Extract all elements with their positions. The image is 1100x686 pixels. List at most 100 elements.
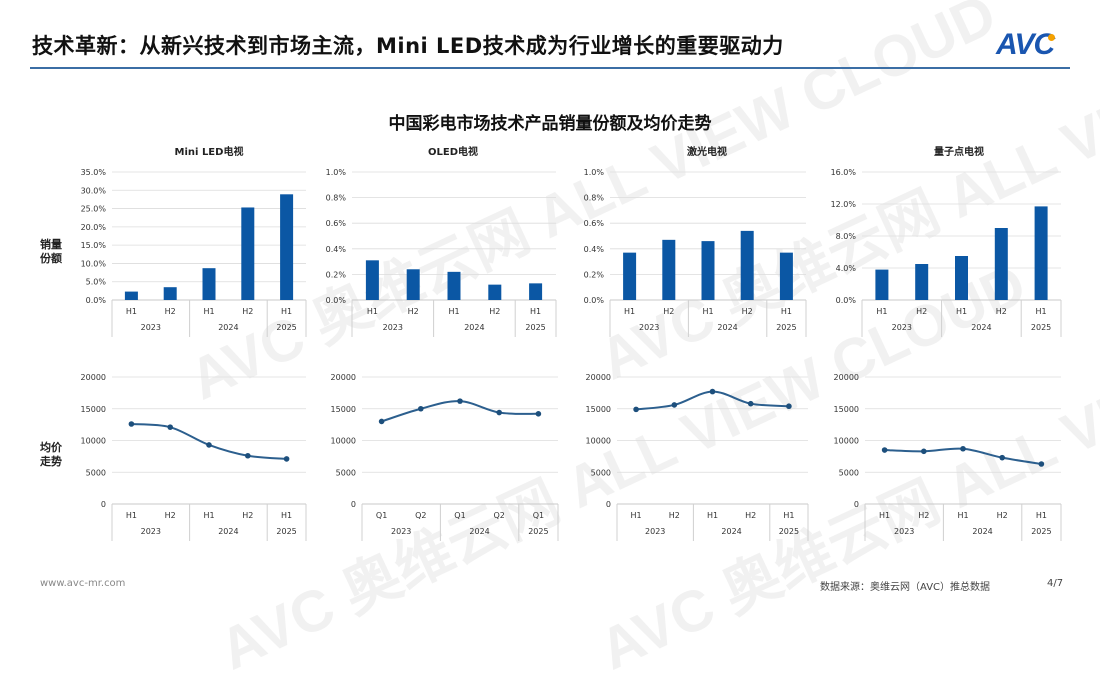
- bar: [365, 260, 379, 300]
- x-tick-label: Q1: [454, 511, 465, 520]
- y-tick-label: 0.0%: [836, 296, 857, 305]
- data-point: [633, 406, 639, 413]
- x-group-label: 2023: [892, 323, 912, 332]
- x-tick-label: H2: [918, 511, 929, 520]
- y-tick-label: 5000: [839, 468, 859, 477]
- data-point: [457, 398, 463, 404]
- y-tick-label: 10000: [81, 437, 106, 446]
- x-group-label: 2024: [218, 527, 238, 536]
- x-tick-label: H1: [956, 307, 967, 316]
- data-point: [747, 400, 754, 407]
- data-point: [496, 409, 503, 416]
- data-point: [206, 442, 212, 448]
- x-group-label: 2023: [894, 527, 914, 536]
- data-point: [1038, 461, 1045, 467]
- data-point: [418, 405, 424, 412]
- y-tick-label: 0.4%: [584, 245, 605, 254]
- y-tick-label: 0.2%: [326, 270, 347, 279]
- chart-main-title: 中国彩电市场技术产品销量份额及均价走势: [388, 114, 712, 134]
- bar: [488, 284, 502, 300]
- y-tick-label: 0: [854, 500, 859, 509]
- y-tick-label: 20000: [586, 373, 611, 382]
- data-point: [535, 411, 542, 417]
- y-tick-label: 5000: [591, 468, 611, 477]
- y-tick-label: 0.8%: [326, 194, 347, 203]
- y-tick-label: 0.0%: [326, 296, 347, 305]
- x-group-label: 2024: [218, 323, 238, 332]
- x-group-label: 2024: [972, 527, 992, 536]
- y-tick-label: 20.0%: [81, 223, 107, 232]
- bar: [875, 269, 889, 300]
- x-tick-label: H1: [126, 307, 137, 316]
- x-tick-label: H1: [126, 511, 137, 520]
- avc-logo: AVC: [996, 28, 1056, 61]
- data-point: [245, 452, 251, 459]
- footer-website[interactable]: www.avc-mr.com: [40, 578, 126, 589]
- x-tick-label: H1: [781, 307, 792, 316]
- x-group-label: 2023: [141, 323, 161, 332]
- y-tick-label: 12.0%: [831, 200, 857, 209]
- x-tick-label: H1: [624, 307, 635, 316]
- x-group-label: 2025: [528, 527, 548, 536]
- x-tick-label: H2: [745, 511, 756, 520]
- x-tick-label: H1: [957, 511, 968, 520]
- bar: [662, 239, 676, 300]
- x-tick-label: H1: [783, 511, 794, 520]
- x-tick-label: H1: [530, 307, 541, 316]
- bar: [529, 283, 543, 300]
- x-group-label: 2025: [276, 527, 296, 536]
- x-tick-label: H2: [408, 307, 419, 316]
- x-group-label: 2025: [1031, 323, 1051, 332]
- x-tick-label: H1: [876, 307, 887, 316]
- data-point: [671, 402, 678, 408]
- y-tick-label: 0.6%: [326, 219, 347, 228]
- x-group-label: 2024: [717, 323, 737, 332]
- y-tick-label: 0: [101, 500, 106, 509]
- x-tick-label: H2: [242, 307, 253, 316]
- title-divider: [30, 67, 1070, 69]
- data-point: [378, 418, 385, 425]
- footer-source: 数据来源：奥维云网（AVC）推总数据: [820, 582, 991, 593]
- data-point: [999, 454, 1005, 461]
- y-tick-label: 20000: [834, 373, 859, 382]
- x-tick-label: H2: [663, 307, 674, 316]
- bar: [1034, 206, 1048, 300]
- bar: [701, 241, 715, 300]
- bar: [202, 268, 216, 300]
- data-point: [881, 447, 888, 453]
- y-tick-label: 20000: [81, 373, 106, 382]
- y-tick-label: 0.2%: [584, 270, 605, 279]
- x-group-label: 2024: [721, 527, 741, 536]
- data-point: [960, 445, 966, 452]
- x-group-label: 2025: [1031, 527, 1051, 536]
- y-tick-label: 30.0%: [81, 186, 107, 195]
- x-group-label: 2024: [469, 527, 489, 536]
- bar: [740, 230, 754, 300]
- y-tick-label: 15000: [81, 405, 106, 414]
- bar: [994, 228, 1008, 300]
- x-tick-label: Q1: [376, 511, 387, 520]
- chart-title-miniled: Mini LED电视: [174, 147, 244, 158]
- y-tick-label: 15.0%: [81, 241, 107, 250]
- x-group-label: 2023: [383, 323, 403, 332]
- series-line: [131, 422, 287, 460]
- x-tick-label: H2: [669, 511, 680, 520]
- x-tick-label: Q1: [533, 511, 544, 520]
- x-group-label: 2025: [776, 323, 796, 332]
- y-tick-label: 0.6%: [584, 219, 605, 228]
- slide-title: 技术革新：从新兴技术到市场主流，Mini LED技术成为行业增长的重要驱动力: [32, 34, 784, 58]
- x-tick-label: H2: [242, 511, 253, 520]
- x-tick-label: H1: [448, 307, 459, 316]
- x-tick-label: H1: [203, 307, 214, 316]
- y-tick-label: 10000: [834, 437, 859, 446]
- x-tick-label: H1: [1036, 307, 1047, 316]
- x-group-label: 2023: [391, 527, 411, 536]
- y-tick-label: 10000: [586, 437, 611, 446]
- page-number: 4/7: [1047, 578, 1064, 589]
- x-tick-label: H1: [203, 511, 214, 520]
- x-tick-label: H1: [1036, 511, 1047, 520]
- x-tick-label: H2: [165, 511, 176, 520]
- y-tick-label: 0: [351, 500, 356, 509]
- chart-title-oled: OLED电视: [427, 147, 478, 158]
- y-tick-label: 1.0%: [584, 168, 605, 177]
